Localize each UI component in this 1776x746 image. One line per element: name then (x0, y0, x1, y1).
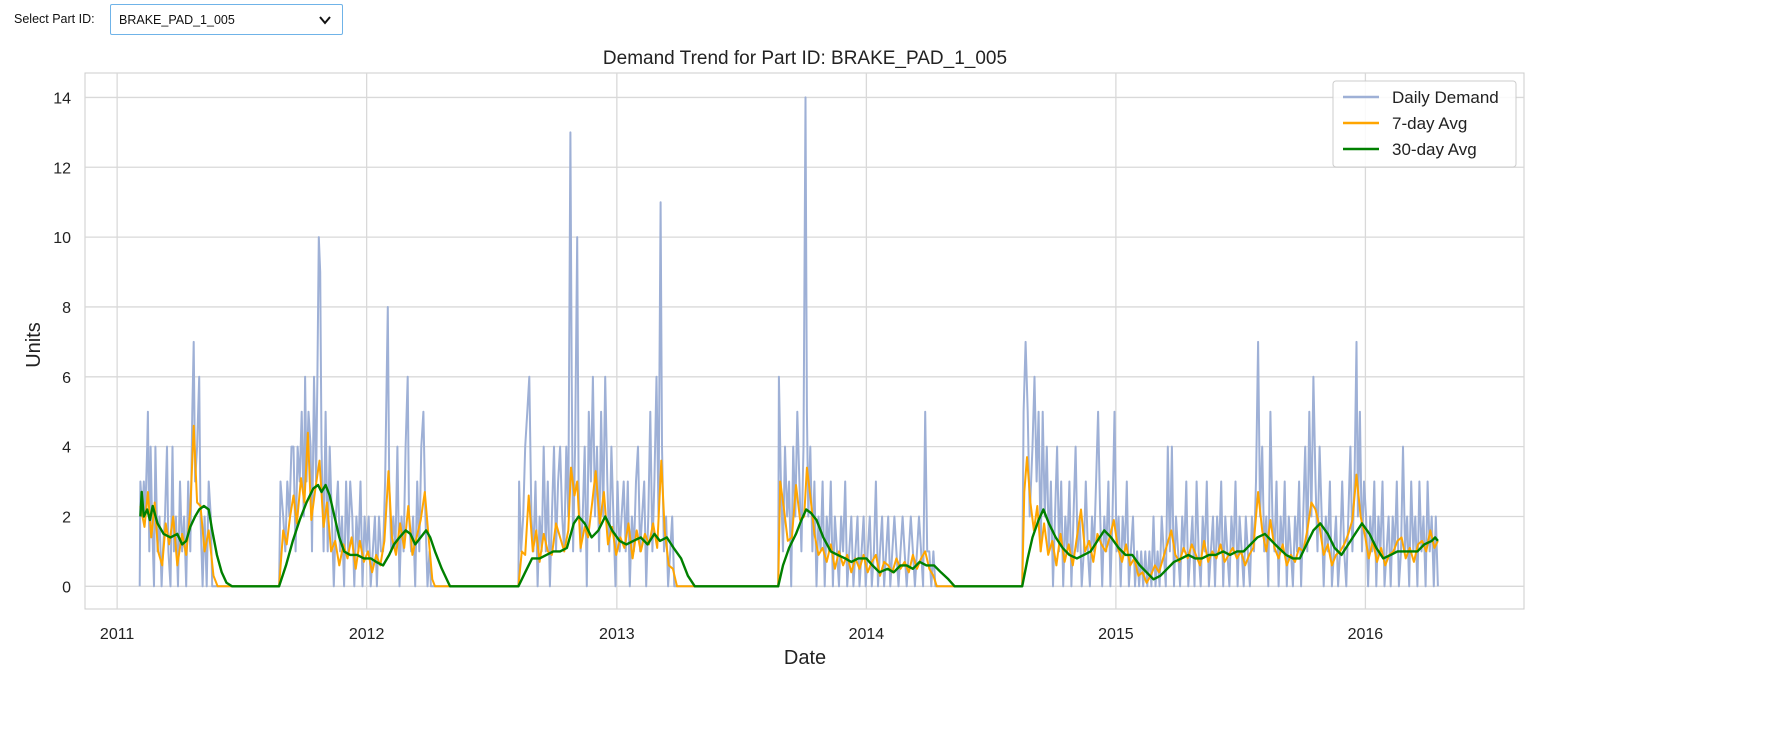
x-tick-label: 2011 (100, 626, 135, 643)
part-select-value: BRAKE_PAD_1_005 (119, 13, 235, 27)
series-line-3 (139, 483, 1439, 588)
y-tick-label: 0 (62, 579, 71, 596)
axis-ticks: 0 2 4 6 8 10 12 14 2011 2012 2013 2014 2015 2016 (53, 90, 1383, 643)
legend-label: 7-day Avg (1392, 114, 1467, 133)
part-select-dropdown[interactable]: BRAKE_PAD_1_005 (110, 4, 343, 35)
chevron-down-icon (319, 16, 331, 25)
demand-chart: 0 2 4 6 8 10 12 14 2011 2012 2013 2014 2015 2016 Dema… (23, 48, 1525, 669)
y-tick-label: 6 (62, 370, 71, 387)
series-line-2 (139, 424, 1439, 588)
x-tick-label: 2015 (1098, 626, 1134, 643)
y-tick-label: 8 (62, 300, 71, 317)
legend-label: Daily Demand (1392, 88, 1499, 107)
x-axis-label: Date (784, 647, 826, 669)
controls-bar: Select Part ID: BRAKE_PAD_1_005 (0, 0, 600, 40)
y-tick-label: 4 (62, 440, 71, 457)
x-tick-label: 2012 (349, 626, 385, 643)
y-tick-label: 12 (53, 160, 71, 177)
y-axis-label: Units (23, 322, 45, 368)
chart-title: Demand Trend for Part ID: BRAKE_PAD_1_00… (603, 48, 1007, 69)
y-tick-label: 10 (53, 230, 71, 247)
part-select-label: Select Part ID: (14, 12, 95, 26)
y-tick-label: 2 (62, 509, 71, 526)
x-tick-label: 2016 (1348, 626, 1384, 643)
y-tick-label: 14 (53, 90, 71, 107)
legend: Daily Demand 7-day Avg 30-day Avg (1332, 80, 1517, 168)
x-tick-label: 2013 (599, 626, 635, 643)
legend-label: 30-day Avg (1392, 140, 1477, 159)
x-tick-label: 2014 (849, 626, 885, 643)
series-layer (138, 96, 1439, 588)
legend-box (1332, 80, 1517, 168)
